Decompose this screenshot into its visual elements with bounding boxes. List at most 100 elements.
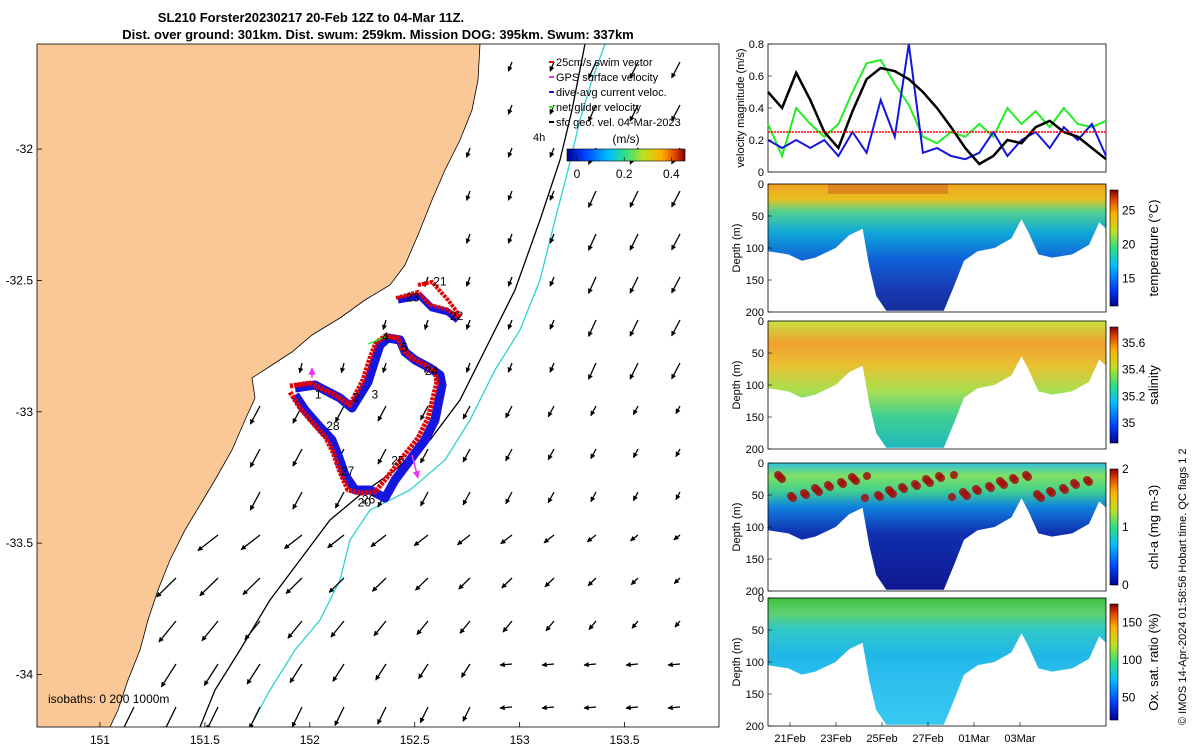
section-ytick: 0 xyxy=(758,179,764,191)
track-label: 23 xyxy=(406,290,420,304)
section-ytick: 100 xyxy=(746,243,764,255)
legend-offset-label: 4h xyxy=(533,132,545,144)
chl-max-marker xyxy=(1061,486,1069,494)
geo-velocity-arrow xyxy=(283,534,303,550)
map-xtick-label: 153.5 xyxy=(610,733,640,747)
section-colorbar-label: chl-a (mg m-3) xyxy=(1146,485,1161,570)
section-ytick: 100 xyxy=(746,380,764,392)
geo-velocity-arrow xyxy=(549,190,555,201)
copyright-note: © IMOS 14-Apr-2024 01:58:56 Hobart time.… xyxy=(1177,448,1189,725)
legend-entry: GPS surface velocity xyxy=(556,72,659,84)
geo-velocity-arrow xyxy=(505,491,513,505)
section-ytick: 200 xyxy=(746,721,764,733)
geo-velocity-arrow xyxy=(462,405,471,420)
section-panel-temperature: 0 50 100 150 200 Depth (m) 15 20 25 temperature (… xyxy=(731,179,1161,319)
geo-velocity-arrow xyxy=(249,405,261,425)
velocity-ytick: 0.2 xyxy=(749,135,764,147)
date-tick: 23Feb xyxy=(820,733,851,745)
title-line2: Dist. over ground: 301km. Dist. swum: 25… xyxy=(122,27,634,42)
geo-velocity-arrow xyxy=(330,620,345,638)
geo-velocity-arrow xyxy=(507,233,513,244)
geo-velocity-arrow xyxy=(547,448,555,461)
section-colorbar xyxy=(1109,603,1119,721)
section-ylabel: Depth (m) xyxy=(731,638,743,687)
map-ytick-label: -34 xyxy=(16,667,34,681)
map-colorbar-tick: 0.4 xyxy=(663,167,680,181)
geo-velocity-arrow xyxy=(249,706,261,727)
geo-velocity-arrow xyxy=(632,448,639,459)
geo-velocity-arrow xyxy=(673,534,681,541)
geo-velocity-arrow xyxy=(632,405,639,416)
geo-velocity-arrow xyxy=(465,319,471,330)
chl-max-marker xyxy=(987,484,995,492)
geo-velocity-arrow xyxy=(590,448,597,460)
geo-velocity-arrow xyxy=(499,662,513,668)
geo-velocity-arrow xyxy=(629,362,639,380)
isobath-0 xyxy=(109,44,481,727)
geo-velocity-arrow xyxy=(377,706,387,725)
geo-velocity-arrow xyxy=(671,233,681,251)
map-ytick-label: -32 xyxy=(16,142,34,156)
map-xtick-label: 153 xyxy=(510,733,530,747)
chl-max-marker xyxy=(950,471,958,479)
geo-velocity-arrow xyxy=(505,405,513,419)
section-ytick: 150 xyxy=(746,275,764,287)
title-line1: SL210 Forster20230217 20-Feb 12Z to 04-M… xyxy=(158,10,464,25)
velocity-ytick: 0.6 xyxy=(749,71,764,83)
track-label: 2 xyxy=(353,390,360,404)
geo-velocity-arrow xyxy=(334,491,345,509)
chl-max-marker xyxy=(1048,489,1056,497)
geo-velocity-arrow xyxy=(244,620,261,640)
gps-velocity-arrow xyxy=(411,454,420,479)
geo-velocity-arrow xyxy=(625,662,639,668)
geo-velocity-arrow xyxy=(334,405,345,423)
geo-velocity-arrow xyxy=(629,61,639,79)
geo-velocity-arrow xyxy=(547,405,555,418)
geo-velocity-arrow xyxy=(459,620,471,634)
geo-velocity-arrow xyxy=(160,663,177,688)
section-panel-oxygen: 0 50 100 150 200 Depth (m) 50 100 150 Ox. sat. ra… xyxy=(731,593,1161,733)
geo-velocity-arrow xyxy=(667,705,681,711)
geo-velocity-arrow xyxy=(675,491,681,501)
section-field xyxy=(768,463,1106,590)
geo-velocity-arrow xyxy=(545,620,555,632)
chl-max-marker xyxy=(1072,481,1080,489)
section-panel-chlorophyll: 0 50 100 150 200 Depth (m) 0 1 2 chl-a (mg m-3) xyxy=(731,458,1161,598)
geo-velocity-arrow xyxy=(249,448,261,468)
geo-velocity-arrow xyxy=(625,705,639,711)
section-field xyxy=(768,321,1106,448)
section-ytick: 0 xyxy=(758,316,764,328)
map-xtick-label: 151.5 xyxy=(190,733,220,747)
section-colorbar-tick: 15 xyxy=(1122,272,1136,286)
geo-velocity-arrow xyxy=(505,448,513,462)
geo-velocity-arrow xyxy=(340,362,346,374)
map-colorbar-ticks: 0 0.2 0.4 xyxy=(574,157,680,181)
map-xtick-label: 151 xyxy=(90,733,110,747)
chl-max-marker xyxy=(876,493,884,501)
map-ytick-label: -33.5 xyxy=(6,536,34,550)
geo-velocity-arrow xyxy=(507,61,513,72)
section-colorbar-tick: 20 xyxy=(1122,238,1136,252)
land-area xyxy=(37,44,480,727)
date-tick: 01Mar xyxy=(958,733,990,745)
map-ytick-label: -32.5 xyxy=(6,273,34,287)
section-colorbar xyxy=(1109,326,1119,444)
date-tick: 27Feb xyxy=(912,733,943,745)
section-colorbar-tick: 35.4 xyxy=(1122,363,1146,377)
geo-velocity-arrow xyxy=(465,147,471,158)
geo-velocity-arrow xyxy=(201,620,219,642)
swim-vector-track-north-red xyxy=(395,279,462,320)
geo-velocity-arrow xyxy=(629,104,639,122)
chl-max-marker xyxy=(1085,478,1093,486)
chl-max-marker xyxy=(1011,476,1019,484)
geo-velocity-arrow xyxy=(328,577,345,593)
chl-max-marker xyxy=(1037,494,1045,502)
geo-velocity-arrow xyxy=(418,663,429,680)
geo-velocity-arrow xyxy=(507,319,513,330)
geo-velocity-arrow xyxy=(370,534,387,548)
geo-velocity-arrow xyxy=(246,663,261,685)
map-colorbar-tick: 0.2 xyxy=(616,167,633,181)
geo-velocity-arrow xyxy=(458,577,471,590)
section-panel-salinity: 0 50 100 150 200 Depth (m) 35 35.2 35.4 35.6 salin… xyxy=(731,316,1161,456)
geo-velocity-arrow xyxy=(631,620,639,629)
